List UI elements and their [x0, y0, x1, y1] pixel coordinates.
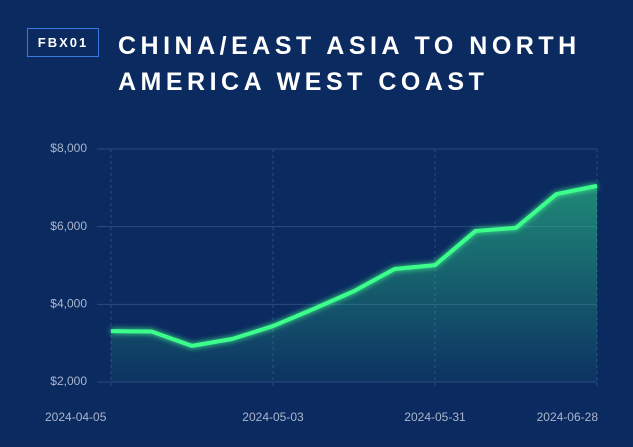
badge: FBX01 [27, 28, 99, 57]
x-tick-label: 2024-05-31 [404, 410, 466, 424]
y-tick-label: $2,000 [50, 374, 87, 388]
y-tick-label: $4,000 [50, 297, 87, 311]
chart-title: CHINA/EAST ASIA TO NORTH AMERICA WEST CO… [118, 32, 581, 96]
x-tick-label: 2024-04-05 [45, 410, 107, 424]
x-tick-label: 2024-05-03 [242, 410, 304, 424]
y-tick-label: $6,000 [50, 219, 87, 233]
area [111, 185, 597, 382]
line [110, 183, 598, 348]
x-tick-label: 2024-06-28 [537, 410, 599, 424]
y-tick-label: $8,000 [50, 141, 87, 155]
